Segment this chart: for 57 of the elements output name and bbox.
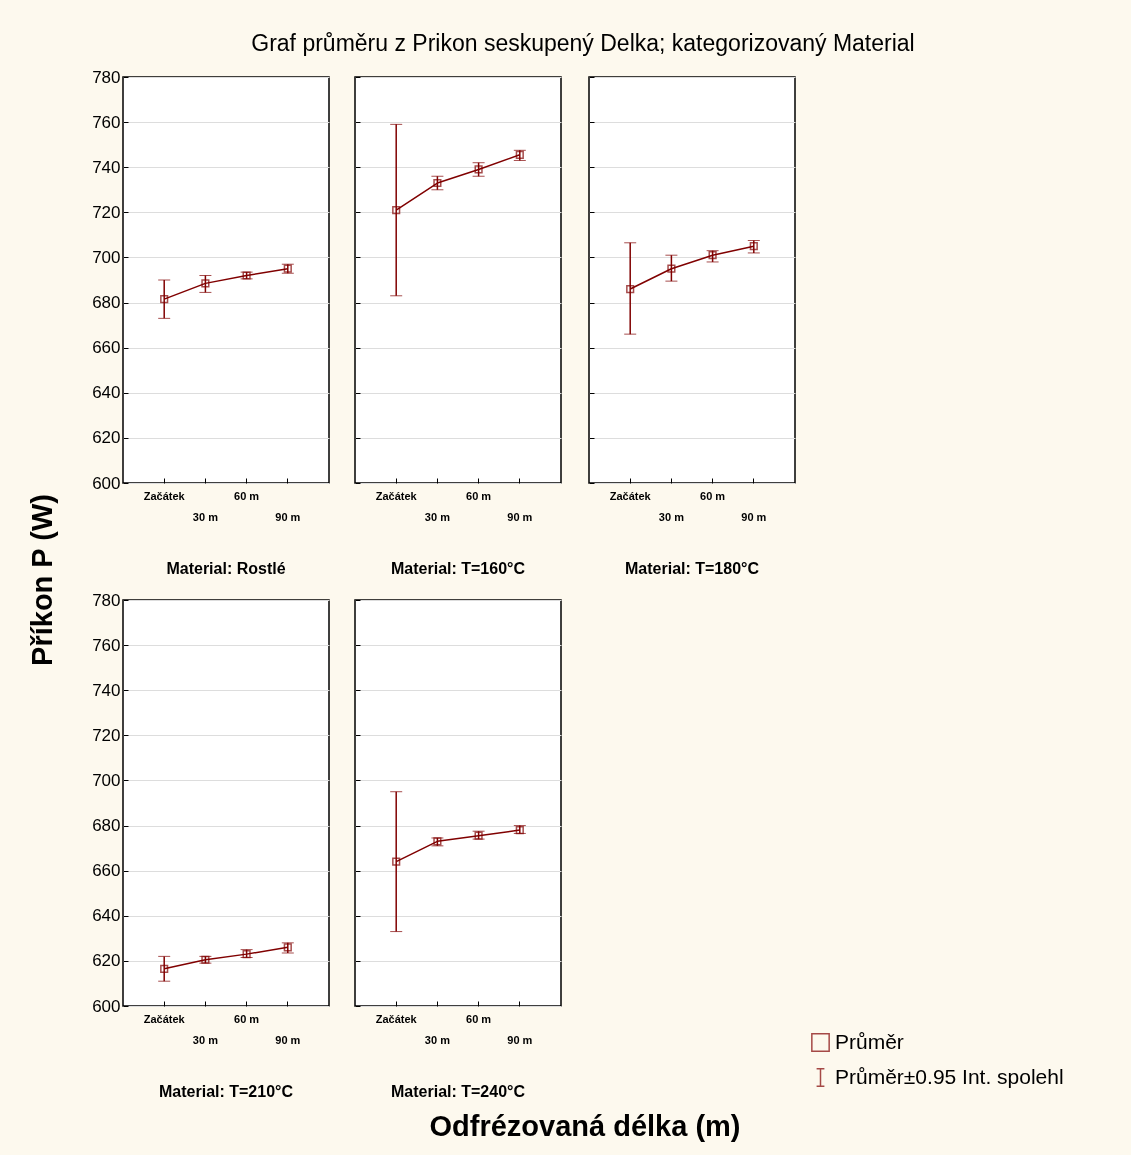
y-tick-label: 720 <box>92 725 121 745</box>
x-tick-label: Začátek <box>375 1012 418 1025</box>
y-tick-label: 760 <box>92 635 121 655</box>
point <box>160 295 169 304</box>
text: Graf průměru z Prikon seskupený Delka; kategorizovaný Material <box>250 30 916 57</box>
text: Material: T=180°C <box>624 560 760 577</box>
y-tick-label: 720 <box>92 202 121 222</box>
y-tick-label: 700 <box>92 770 121 790</box>
point <box>474 165 483 174</box>
x-tick-label: 90 m <box>507 510 533 523</box>
x-tick-label: 30 m <box>192 1033 219 1046</box>
x-tick-label: 30 m <box>192 510 219 523</box>
text: Material: T=210°C <box>158 1083 294 1100</box>
y-tick-label: 620 <box>92 951 121 971</box>
text: Příkon P (W) <box>25 494 59 666</box>
text: Průměr±0.95 Int. spolehl <box>835 1064 1064 1088</box>
x-tick-label: 90 m <box>507 1033 533 1046</box>
x-tick-label: 30 m <box>424 1033 451 1046</box>
x-tick-label: 30 m <box>424 510 451 523</box>
y-tick-label: 780 <box>92 590 121 610</box>
y-tick-label: 660 <box>92 861 121 881</box>
x-tick-label: 90 m <box>275 510 301 523</box>
text: Material: T=240°C <box>390 1083 526 1100</box>
x-tick-label: 60 m <box>466 1012 492 1025</box>
text: Odfrézovaná délka (m) <box>428 1110 742 1143</box>
x-tick-label: Začátek <box>609 489 652 502</box>
y-tick-label: 680 <box>92 816 121 836</box>
y-tick-label: 780 <box>92 67 121 87</box>
text: Material: T=160°C <box>390 560 526 577</box>
y-tick-label: 640 <box>92 906 121 926</box>
x-tick-label: Začátek <box>143 1012 186 1025</box>
x-tick-label: 90 m <box>275 1033 301 1046</box>
text: Material: Rostlé <box>166 560 286 577</box>
point <box>626 284 635 294</box>
point <box>201 279 210 288</box>
x-tick-label: 60 m <box>234 489 260 502</box>
y-tick-label: 640 <box>92 383 121 403</box>
y-tick-label: 700 <box>92 247 121 267</box>
y-tick-label: 740 <box>92 157 121 177</box>
y-tick-label: 600 <box>92 473 121 493</box>
point <box>392 205 401 215</box>
x-tick-label: Začátek <box>375 489 418 502</box>
point <box>392 857 401 866</box>
x-tick-label: 60 m <box>234 1012 260 1025</box>
x-tick-label: 90 m <box>741 510 767 523</box>
x-tick-label: Začátek <box>143 489 186 502</box>
legend-label: Průměr <box>835 1029 904 1053</box>
x-tick-label: 60 m <box>700 489 726 502</box>
point <box>667 264 676 273</box>
x-tick-label: 60 m <box>466 489 492 502</box>
y-tick-label: 680 <box>92 293 121 313</box>
y-tick-label: 660 <box>92 338 121 358</box>
y-tick-label: 600 <box>92 996 121 1016</box>
y-tick-label: 620 <box>92 428 121 448</box>
y-tick-label: 740 <box>92 680 121 700</box>
y-tick-label: 760 <box>92 112 121 132</box>
x-tick-label: 30 m <box>658 510 685 523</box>
